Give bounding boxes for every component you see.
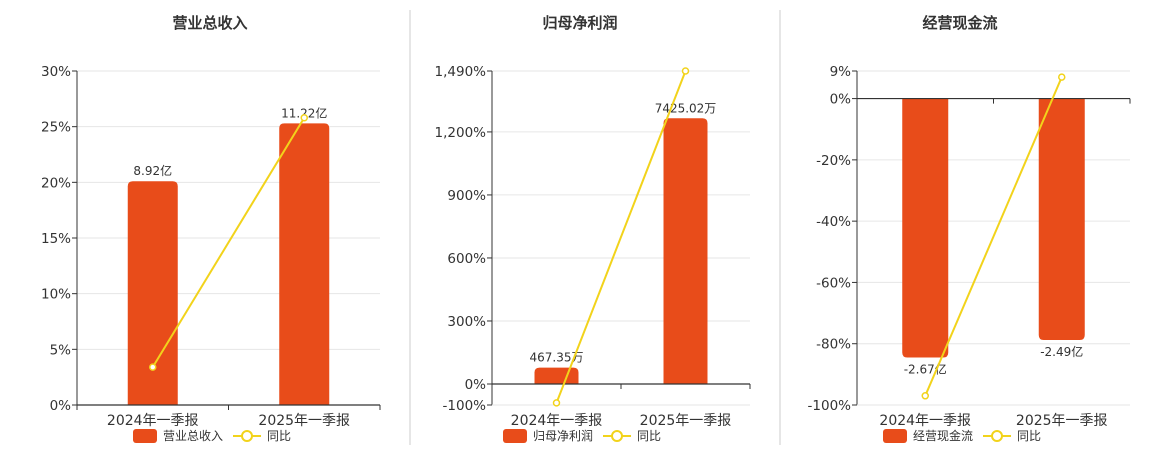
y-tick-label: 600% bbox=[447, 251, 486, 267]
legend-line-marker bbox=[241, 430, 253, 442]
y-tick-label: 0% bbox=[830, 92, 852, 108]
y-tick-label: 20% bbox=[41, 175, 71, 191]
bar-value-label: 8.92亿 bbox=[133, 163, 172, 178]
yoy-point bbox=[921, 392, 929, 400]
y-tick-label: 30% bbox=[41, 64, 71, 80]
bar bbox=[1038, 98, 1085, 341]
y-tick-label: 900% bbox=[447, 188, 486, 204]
bar bbox=[279, 123, 330, 406]
bar-value-label: -2.49亿 bbox=[1040, 344, 1083, 359]
y-tick-label: -80% bbox=[816, 337, 851, 353]
y-tick-label: 25% bbox=[41, 120, 71, 136]
legend-bar-label: 经营现金流 bbox=[913, 428, 973, 443]
x-tick-label: 2024年一季报 bbox=[879, 413, 971, 429]
yoy-line bbox=[924, 76, 1063, 397]
yoy-point bbox=[1058, 73, 1066, 81]
y-tick-label: 0% bbox=[50, 398, 72, 414]
y-tick-label: 300% bbox=[447, 314, 486, 330]
bar bbox=[663, 118, 708, 384]
x-tick-label: 2024年一季报 bbox=[511, 413, 603, 429]
bar-value-label: 7425.02万 bbox=[655, 101, 717, 115]
bar bbox=[902, 98, 949, 358]
yoy-point bbox=[552, 399, 561, 407]
y-tick-label: -100% bbox=[808, 398, 852, 414]
x-tick-label: 2025年一季报 bbox=[1016, 413, 1108, 429]
chart-title: 营业总收入 bbox=[172, 14, 247, 32]
legend-bar-label: 营业总收入 bbox=[163, 429, 223, 443]
y-tick-label: -60% bbox=[816, 275, 851, 291]
bar bbox=[534, 367, 579, 384]
y-tick-label: -100% bbox=[443, 398, 487, 414]
x-tick-label: 2025年一季报 bbox=[258, 413, 350, 429]
yoy-line bbox=[151, 117, 306, 368]
legend-line-label: 同比 bbox=[637, 429, 661, 443]
legend-bar-swatch bbox=[503, 429, 527, 443]
y-tick-label: 0% bbox=[465, 377, 487, 393]
y-tick-label: 10% bbox=[41, 287, 71, 303]
yoy-line bbox=[555, 70, 687, 404]
chart-panel-3: 经营现金流 -100% -80% -60% -40% -20% 0% 9% -2.67亿 -2.4… bbox=[808, 14, 1131, 443]
y-tick-label: -20% bbox=[816, 153, 851, 169]
chart-panel-2: 归母净利润 -100% 0% 300% 600% 900% 1,200% 1,490% 467.… bbox=[435, 14, 751, 443]
bar-value-label: 11.22亿 bbox=[281, 105, 327, 120]
legend-bar-label: 归母净利润 bbox=[533, 429, 593, 443]
bar bbox=[127, 181, 178, 405]
bar-value-label: 467.35万 bbox=[530, 351, 584, 365]
x-tick-label: 2024年一季报 bbox=[107, 413, 199, 429]
legend-line-label: 同比 bbox=[1017, 429, 1041, 443]
bar-value-label: -2.67亿 bbox=[904, 362, 947, 377]
chart-title: 经营现金流 bbox=[922, 14, 997, 32]
legend-line-label: 同比 bbox=[267, 429, 291, 443]
legend-bar-swatch bbox=[133, 429, 157, 443]
legend-line-marker bbox=[991, 430, 1003, 442]
chart-panel-1: 营业总收入 0% 5% 10% 15% 20% 25% 30% 8.92亿 11.22亿 2024年… bbox=[41, 14, 381, 443]
yoy-point bbox=[681, 67, 690, 75]
chart-title: 归母净利润 bbox=[542, 14, 617, 32]
x-tick-label: 2025年一季报 bbox=[640, 413, 732, 429]
yoy-point bbox=[300, 114, 308, 122]
y-tick-label: 15% bbox=[41, 231, 71, 247]
legend-bar-swatch bbox=[883, 429, 907, 443]
y-tick-label: -40% bbox=[816, 214, 851, 230]
legend-line-marker bbox=[611, 430, 623, 442]
y-tick-label: 5% bbox=[50, 342, 72, 358]
yoy-point bbox=[149, 363, 157, 371]
y-tick-label: 1,200% bbox=[435, 125, 487, 141]
y-tick-label: 9% bbox=[830, 64, 852, 80]
y-tick-label: 1,490% bbox=[435, 64, 487, 80]
